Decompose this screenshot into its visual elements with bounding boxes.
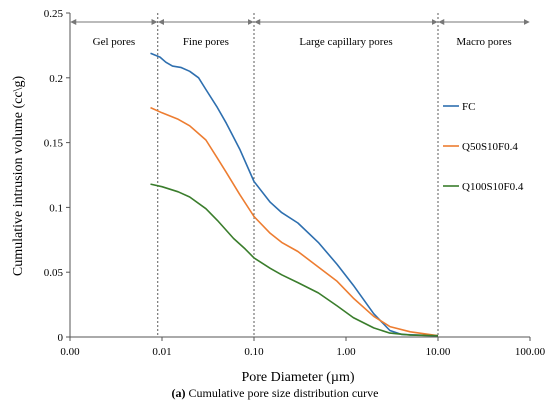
legend-label: Q50S10F0.4 — [462, 141, 518, 153]
y-tick-label: 0.1 — [49, 202, 63, 214]
x-axis: 0.00 0.01 0.10 1.00 10.00 100.00 — [60, 337, 546, 358]
x-axis-title: Pore Diameter (µm) — [241, 370, 354, 385]
x-tick-label: 10.00 — [426, 346, 451, 358]
series-line — [150, 106, 439, 337]
y-axis: 0 0.05 0.1 0.15 0.2 0.25 — [44, 8, 70, 344]
x-tick-label: 0.01 — [152, 346, 171, 358]
region-label: Large capillary pores — [299, 36, 392, 48]
y-tick-label: 0.15 — [44, 138, 64, 150]
x-tick-label: 0.10 — [244, 346, 264, 358]
caption-prefix: (a) — [171, 386, 186, 400]
caption-text: Cumulative pore size distribution curve — [185, 386, 379, 400]
pore-distribution-chart: Gel pores Fine pores Large capillary pores… — [11, 8, 546, 385]
legend-label: FC — [462, 101, 475, 113]
x-tick-label: 1.00 — [336, 346, 356, 358]
series-line — [150, 52, 439, 337]
x-tick-label: 0.00 — [60, 346, 80, 358]
pore-regions: Gel pores Fine pores Large capillary pores… — [70, 13, 530, 337]
legend-label: Q100S10F0.4 — [462, 181, 524, 193]
region-label: Gel pores — [93, 36, 135, 48]
region-label: Macro pores — [456, 36, 511, 48]
region-label: Fine pores — [183, 36, 229, 48]
plot-area — [69, 13, 530, 338]
figure-caption: (a) Cumulative pore size distribution cu… — [0, 386, 550, 401]
y-tick-label: 0.25 — [44, 8, 64, 20]
y-tick-label: 0.05 — [44, 267, 64, 279]
y-tick-label: 0.2 — [49, 73, 63, 85]
x-tick-label: 100.00 — [515, 346, 546, 358]
y-tick-label: 0 — [58, 332, 64, 344]
series-lines — [150, 52, 439, 337]
legend: FC Q50S10F0.4 Q100S10F0.4 — [443, 101, 524, 193]
y-axis-title: Cumulative intrusion volume (cc\g) — [11, 76, 26, 277]
series-line — [150, 183, 439, 337]
